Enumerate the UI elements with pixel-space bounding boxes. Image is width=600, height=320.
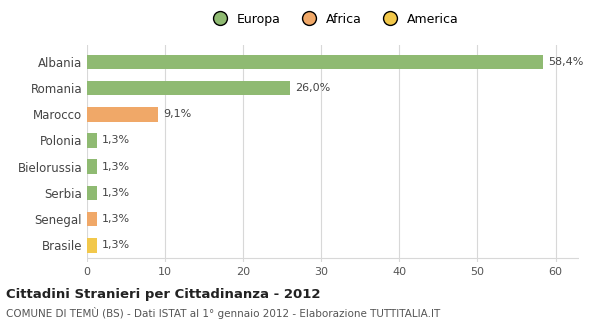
Bar bbox=[87, 55, 543, 69]
Bar bbox=[87, 238, 97, 252]
Bar bbox=[87, 107, 158, 122]
Text: 1,3%: 1,3% bbox=[102, 240, 130, 250]
Bar bbox=[87, 212, 97, 226]
Text: 26,0%: 26,0% bbox=[295, 83, 330, 93]
Text: 1,3%: 1,3% bbox=[102, 162, 130, 172]
Text: COMUNE DI TEMÙ (BS) - Dati ISTAT al 1° gennaio 2012 - Elaborazione TUTTITALIA.IT: COMUNE DI TEMÙ (BS) - Dati ISTAT al 1° g… bbox=[6, 307, 440, 319]
Bar bbox=[87, 159, 97, 174]
Text: Cittadini Stranieri per Cittadinanza - 2012: Cittadini Stranieri per Cittadinanza - 2… bbox=[6, 288, 320, 301]
Bar bbox=[87, 133, 97, 148]
Text: 9,1%: 9,1% bbox=[163, 109, 191, 119]
Text: 58,4%: 58,4% bbox=[548, 57, 583, 67]
Bar bbox=[87, 81, 290, 95]
Legend: Europa, Africa, America: Europa, Africa, America bbox=[202, 8, 464, 30]
Text: 1,3%: 1,3% bbox=[102, 214, 130, 224]
Text: 1,3%: 1,3% bbox=[102, 188, 130, 198]
Bar bbox=[87, 186, 97, 200]
Text: 1,3%: 1,3% bbox=[102, 135, 130, 146]
